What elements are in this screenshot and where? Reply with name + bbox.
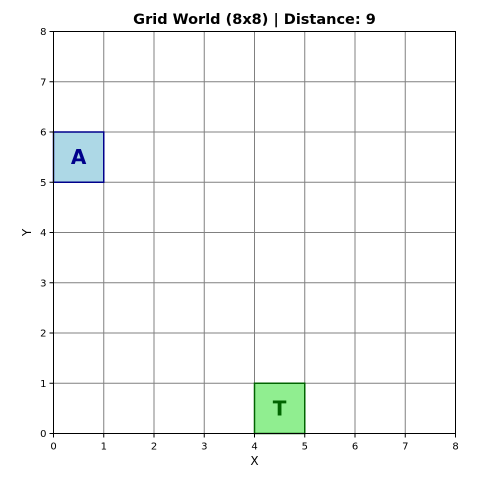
y-tick-label: 3	[40, 278, 46, 289]
x-tick-label: 8	[452, 442, 458, 453]
grid-cell-a	[52, 131, 105, 183]
cell-label-t: T	[273, 396, 287, 420]
y-tick-label: 2	[40, 329, 46, 340]
grid-cells: AT	[52, 131, 306, 435]
x-tick-label: 7	[402, 442, 408, 453]
x-tick-label: 5	[302, 442, 308, 453]
x-tick-label: 6	[352, 442, 358, 453]
grid-lines	[53, 31, 456, 434]
y-axis-label: Y	[20, 228, 34, 237]
y-tick-label: 5	[40, 178, 46, 189]
y-tick-label: 1	[40, 379, 46, 390]
y-tick-label: 4	[40, 228, 46, 239]
y-tick-label: 0	[40, 429, 46, 440]
y-tick-label: 7	[40, 77, 46, 88]
y-tick-label: 6	[40, 128, 46, 139]
x-axis-ticks: 0 1 2 3 4 5 6 7 8	[50, 433, 459, 453]
x-tick-label: 2	[151, 442, 157, 453]
x-tick-label: 0	[50, 442, 56, 453]
x-tick-label: 3	[201, 442, 207, 453]
cell-label-a: A	[71, 145, 87, 169]
x-tick-label: 1	[101, 442, 107, 453]
y-axis-ticks: 0 1 2 3 4 5 6 7 8	[40, 27, 54, 440]
x-axis-label: X	[250, 454, 258, 468]
chart-title: Grid World (8x8) | Distance: 9	[133, 12, 376, 28]
x-tick-label: 4	[251, 442, 257, 453]
y-tick-label: 8	[40, 27, 46, 38]
